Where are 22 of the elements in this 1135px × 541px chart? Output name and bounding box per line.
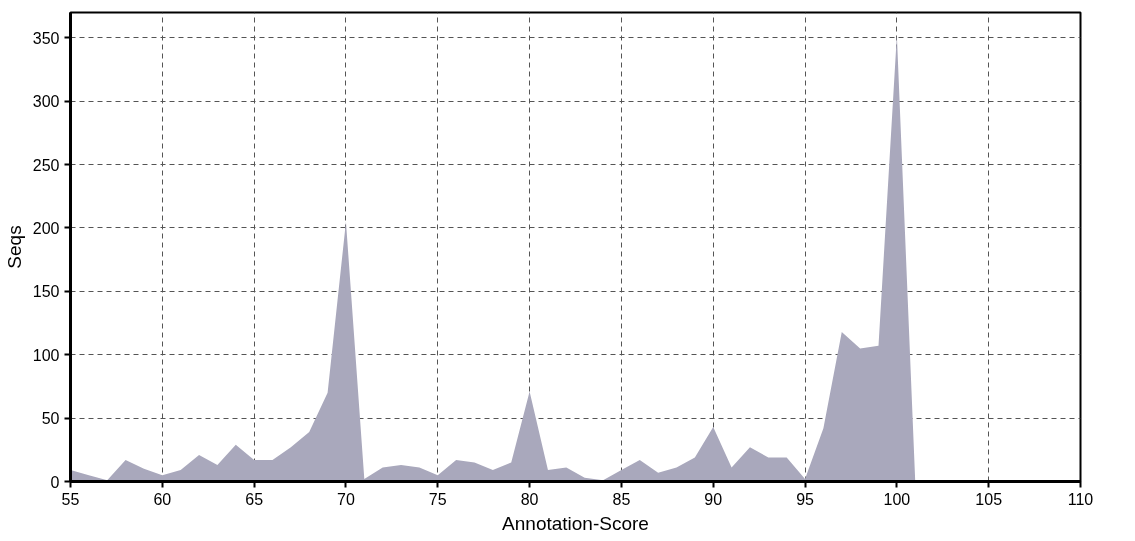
x-tick-label: 90 — [704, 490, 723, 508]
y-tick-label: 50 — [41, 410, 60, 428]
y-tick-label: 100 — [32, 346, 60, 364]
x-tick-label: 70 — [337, 490, 355, 508]
y-tick-label: 300 — [32, 93, 60, 111]
x-tick-label: 60 — [153, 490, 172, 508]
y-axis-title: Seqs — [3, 225, 25, 269]
x-tick-label: 105 — [975, 490, 1003, 508]
x-tick-label: 85 — [612, 490, 631, 508]
x-tick-label: 110 — [1067, 490, 1094, 508]
y-tick-label: 0 — [50, 473, 60, 491]
x-axis-title: Annotation-Score — [502, 512, 649, 534]
x-tick-label: 80 — [520, 490, 539, 508]
x-tick-label: 55 — [61, 490, 80, 508]
x-tick-label: 95 — [796, 490, 815, 508]
x-tick-label: 100 — [883, 490, 911, 508]
x-tick-label: 65 — [245, 490, 264, 508]
y-tick-label: 200 — [32, 219, 60, 237]
x-tick-label: 75 — [428, 490, 447, 508]
y-tick-label: 350 — [32, 29, 60, 47]
y-tick-label: 150 — [32, 283, 60, 301]
y-tick-label: 250 — [32, 156, 60, 174]
